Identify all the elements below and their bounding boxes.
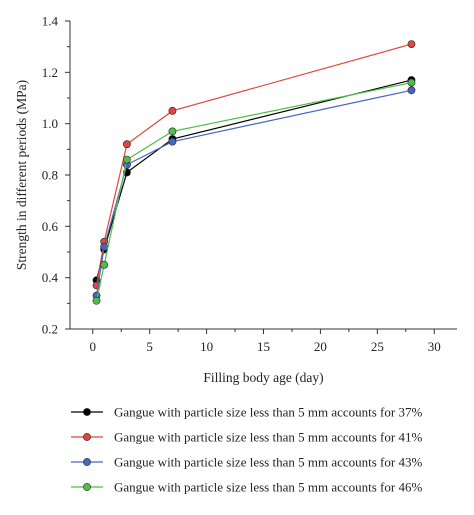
legend-label: Gangue with particle size less than 5 mm…: [114, 455, 422, 470]
y-tick-label: 0.2: [42, 322, 58, 337]
x-tick-label: 25: [371, 339, 384, 354]
legend-item: Gangue with particle size less than 5 mm…: [71, 405, 422, 420]
data-point: [407, 86, 416, 95]
legend-marker: [83, 408, 91, 416]
legend-marker: [83, 483, 91, 491]
legend: Gangue with particle size less than 5 mm…: [71, 405, 422, 495]
y-tick-label: 0.4: [42, 270, 59, 285]
data-point: [168, 137, 177, 146]
legend-label: Gangue with particle size less than 5 mm…: [114, 405, 422, 420]
x-tick-label: 5: [146, 339, 153, 354]
legend-marker: [83, 458, 91, 466]
y-axis-title: Strength in different periods (MPa): [14, 80, 29, 270]
x-tick-label: 0: [90, 339, 97, 354]
x-tick-label: 30: [428, 339, 441, 354]
data-point: [92, 296, 101, 305]
legend-item: Gangue with particle size less than 5 mm…: [71, 455, 422, 470]
legend-label: Gangue with particle size less than 5 mm…: [114, 480, 422, 495]
y-tick-label: 1.0: [42, 116, 58, 131]
data-point: [407, 78, 416, 87]
data-point: [168, 106, 177, 115]
x-tick-label: 15: [257, 339, 270, 354]
x-tick-label: 10: [200, 339, 213, 354]
series-line: [95, 79, 412, 281]
legend-marker: [83, 433, 91, 441]
series-line: [95, 43, 412, 286]
data-point: [407, 40, 416, 48]
series-line: [95, 89, 412, 296]
data-point: [168, 127, 177, 136]
series-1: [92, 76, 416, 285]
series-2: [92, 40, 416, 290]
y-tick-label: 1.4: [42, 14, 59, 29]
y-ticks: 0.2 0.4 0.6 0.8 1.0 1.2 1.4: [42, 14, 70, 337]
legend-label: Gangue with particle size less than 5 mm…: [114, 430, 422, 445]
data-point: [100, 260, 109, 269]
legend-item: Gangue with particle size less than 5 mm…: [71, 480, 422, 495]
series-line: [95, 82, 412, 301]
data-point: [123, 155, 131, 164]
legend-item: Gangue with particle size less than 5 mm…: [71, 430, 422, 445]
data-point: [100, 242, 109, 251]
y-tick-label: 1.2: [42, 65, 58, 80]
x-ticks: 0 5 10 15 20 25 30: [90, 329, 441, 354]
x-axis-title: Filling body age (day): [203, 370, 323, 385]
y-tick-label: 0.8: [42, 168, 58, 183]
y-tick-label: 0.6: [42, 219, 59, 234]
x-tick-label: 20: [314, 339, 327, 354]
series-layer: [92, 40, 416, 305]
data-point: [123, 140, 131, 149]
series-4: [92, 78, 416, 305]
